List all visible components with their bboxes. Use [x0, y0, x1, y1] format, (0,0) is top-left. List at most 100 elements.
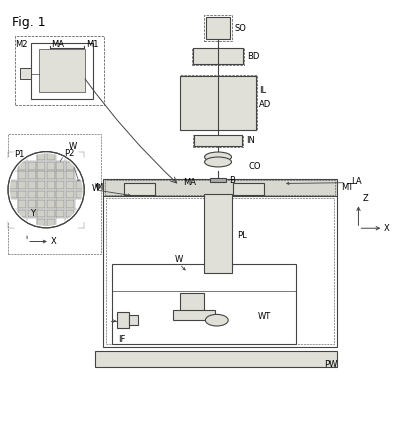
Bar [15, 37, 104, 105]
Bar [28, 181, 36, 189]
Bar [18, 162, 26, 170]
Bar [56, 162, 64, 170]
Bar [180, 76, 256, 130]
Bar [204, 194, 232, 272]
Bar [75, 190, 83, 198]
Bar [18, 190, 26, 198]
Bar [47, 210, 55, 218]
Bar [9, 181, 17, 189]
Ellipse shape [205, 157, 231, 167]
Bar [66, 200, 74, 208]
Bar [38, 162, 45, 170]
Bar [103, 195, 337, 347]
Text: SO: SO [235, 24, 246, 33]
Text: Fig. 1: Fig. 1 [12, 16, 45, 29]
Text: Y: Y [30, 209, 35, 218]
Ellipse shape [205, 152, 231, 162]
Text: LA: LA [352, 177, 362, 186]
Bar [18, 172, 26, 179]
Text: PM: PM [91, 183, 103, 192]
Bar [38, 190, 45, 198]
Text: IN: IN [246, 136, 255, 145]
Bar [116, 312, 129, 329]
Bar [47, 190, 55, 198]
Bar [39, 49, 85, 92]
Bar [56, 210, 64, 218]
Text: MA: MA [51, 40, 64, 49]
Bar [179, 293, 204, 314]
Bar [66, 172, 74, 179]
Bar [210, 178, 226, 182]
Bar [18, 181, 26, 189]
Bar [18, 210, 26, 218]
Bar [179, 75, 256, 130]
Text: WT: WT [258, 312, 271, 321]
Text: W: W [68, 142, 77, 151]
Bar [75, 181, 83, 189]
Bar [56, 172, 64, 179]
Bar [8, 134, 101, 254]
Bar [28, 210, 36, 218]
Bar [66, 210, 74, 218]
Text: IL: IL [259, 86, 266, 95]
Bar [206, 17, 231, 40]
Bar [9, 190, 17, 198]
Bar [105, 180, 335, 195]
Bar [193, 48, 243, 64]
Bar [47, 200, 55, 208]
Bar [38, 172, 45, 179]
Bar [56, 200, 64, 208]
Bar [38, 210, 45, 218]
Text: AD: AD [259, 100, 271, 109]
Text: P1: P1 [14, 150, 24, 159]
Bar [56, 190, 64, 198]
Text: W: W [92, 184, 100, 193]
Bar [47, 162, 55, 170]
Text: IF: IF [118, 335, 126, 344]
Bar [103, 178, 337, 196]
Bar [194, 136, 242, 146]
Bar [18, 200, 26, 208]
Text: PW: PW [324, 360, 338, 369]
Text: MT: MT [341, 183, 353, 192]
Bar [47, 153, 55, 160]
Bar [204, 15, 232, 41]
Bar [47, 181, 55, 189]
Text: Z: Z [363, 194, 368, 204]
Bar [113, 264, 296, 344]
Text: MA: MA [183, 178, 196, 187]
Text: M2: M2 [15, 40, 27, 49]
Bar [123, 183, 155, 195]
Bar [47, 172, 55, 179]
Bar [47, 219, 55, 227]
Text: B: B [229, 176, 235, 185]
Bar [28, 200, 36, 208]
Ellipse shape [206, 314, 228, 326]
Text: X: X [384, 224, 390, 233]
Text: CO: CO [248, 162, 261, 171]
Bar [28, 172, 36, 179]
Bar [31, 42, 93, 99]
Bar [38, 181, 45, 189]
Bar [28, 162, 36, 170]
Bar [95, 351, 337, 367]
Bar [129, 315, 138, 325]
Text: M1: M1 [86, 40, 99, 49]
Bar [173, 310, 215, 320]
Bar [28, 190, 36, 198]
Bar [38, 153, 45, 160]
Bar [38, 200, 45, 208]
Text: P2: P2 [64, 149, 75, 158]
Bar [66, 162, 74, 170]
Text: BD: BD [247, 52, 259, 61]
Bar [234, 183, 264, 195]
Text: W: W [175, 255, 183, 264]
Bar [193, 135, 243, 147]
Circle shape [8, 152, 84, 228]
Bar [20, 68, 31, 79]
Bar [38, 219, 45, 227]
Bar [66, 181, 74, 189]
Text: X: X [51, 237, 56, 246]
Bar [66, 190, 74, 198]
Bar [106, 198, 334, 344]
